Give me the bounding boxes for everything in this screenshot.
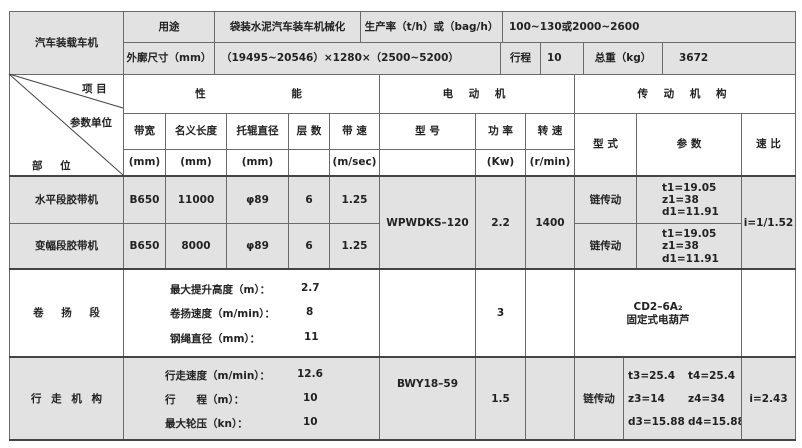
col-belt-speed: 带 速: [329, 113, 380, 150]
col-layers: 层 数: [288, 113, 330, 150]
hoist-spec-value: 8: [306, 306, 314, 318]
horizontal-roller: φ89: [226, 176, 289, 224]
row-travel-name: 行 走 机 构: [9, 357, 124, 441]
belt-motor-power: 2.2: [475, 176, 526, 270]
param: t3=25.4: [628, 370, 676, 382]
luffing-width: B650: [123, 223, 166, 270]
hoist-spec-label: 钢绳直径（mm）：: [170, 333, 261, 345]
luffing-roller: φ89: [226, 223, 289, 270]
col-rpm: 转 速: [525, 113, 575, 150]
hoist-spec-value: 11: [304, 331, 319, 343]
param: d1=11.91: [662, 206, 719, 219]
hoist-ratio: [741, 269, 796, 358]
travel-ratio: i=2.43: [741, 357, 796, 441]
divider: [9, 356, 796, 358]
performance-header: 性 能: [123, 74, 380, 114]
diag-part-label: 部 位: [32, 160, 71, 172]
param: t4=25.4: [688, 370, 736, 382]
travel-power: 1.5: [475, 357, 526, 441]
row-luffing-name: 变幅段胶带机: [9, 223, 124, 270]
param: z3=14: [628, 393, 665, 405]
param: z1=38: [662, 193, 699, 206]
travel-specs: [123, 357, 380, 441]
unit-layers: [288, 149, 330, 176]
hoist-device-model: CD2–6A₂: [633, 301, 683, 314]
unit-roller: (mm): [226, 149, 289, 176]
col-ratio: 速 比: [741, 113, 796, 176]
col-nominal-length: 名义长度: [165, 113, 227, 150]
unit-length: (mm): [165, 149, 227, 176]
luffing-length: 8000: [165, 223, 227, 270]
col-drive-type: 型 式: [574, 113, 637, 176]
luffing-speed: 1.25: [329, 223, 380, 270]
travel-rpm: [525, 357, 575, 441]
hoist-spec-label: 卷扬速度（m/min）：: [170, 308, 276, 320]
travel-spec-value: 12.6: [297, 368, 323, 380]
param: t1=19.05: [662, 181, 717, 194]
hoist-motor-model: [379, 269, 476, 358]
param: z1=38: [662, 240, 699, 253]
col-model: 型 号: [379, 113, 476, 150]
unit-model: [379, 149, 476, 176]
hoist-power: 3: [475, 269, 526, 358]
hoist-rpm: [525, 269, 575, 358]
row-horizontal-name: 水平段胶带机: [9, 176, 124, 224]
diag-unit-label: 参数单位: [70, 117, 112, 129]
horizontal-params: t1=19.05 z1=38 d1=11.91: [636, 176, 742, 224]
horizontal-speed: 1.25: [329, 176, 380, 224]
dimensions-value: （19495~20546）×1280×（2500~5200）: [214, 42, 501, 75]
travel-spec-label: 行走速度（m/min）：: [165, 370, 271, 382]
weight-label: 总重（kg）: [583, 42, 663, 75]
row-hoist-name: 卷 扬 段: [9, 269, 124, 358]
dimensions-label: 外廓尺寸（mm）: [123, 42, 215, 75]
col-params: 参 数: [636, 113, 742, 176]
travel-drive-type: 链传动: [574, 357, 624, 441]
capacity-value: 100~130或2000~2600: [502, 11, 796, 43]
unit-belt-width: (mm): [123, 149, 166, 176]
belt-motor-model: WPWDKS–120: [379, 176, 476, 270]
unit-speed: (m/sec): [329, 149, 380, 176]
hoist-device: CD2–6A₂ 固定式电葫芦: [574, 269, 742, 358]
param: d1=11.91: [662, 252, 719, 265]
transmission-header: 传 动 机 构: [574, 74, 796, 114]
hoist-specs: [123, 269, 380, 358]
horizontal-length: 11000: [165, 176, 227, 224]
param: d4=15.88: [688, 416, 745, 428]
horizontal-width: B650: [123, 176, 166, 224]
belt-motor-rpm: 1400: [525, 176, 575, 270]
hoist-spec-label: 最大提升高度（m）：: [170, 284, 271, 296]
travel-spec-label: 最大轮压（kn）：: [165, 418, 248, 430]
unit-power: (Kw): [475, 149, 526, 176]
unit-rpm: (r/min): [525, 149, 575, 176]
divider: [9, 175, 796, 177]
luffing-drive-type: 链传动: [574, 223, 637, 270]
luffing-params: t1=19.05 z1=38 d1=11.91: [636, 223, 742, 270]
horizontal-layers: 6: [288, 176, 330, 224]
hoist-spec-value: 2.7: [301, 282, 320, 294]
travel-spec-value: 10: [303, 392, 318, 404]
travel-spec-value: 10: [303, 416, 318, 428]
col-belt-width: 带宽: [123, 113, 166, 150]
divider: [9, 439, 796, 441]
usage-value: 袋装水泥汽车装车机械化: [214, 11, 361, 43]
param: d3=15.88: [628, 416, 685, 428]
divider: [9, 268, 796, 270]
hoist-device-desc: 固定式电葫芦: [626, 313, 690, 326]
motor-header: 电 动 机: [379, 74, 575, 114]
col-power: 功 率: [475, 113, 526, 150]
stroke-value: 10: [540, 42, 584, 75]
param: t1=19.05: [662, 228, 717, 241]
machine-name: 汽车装载车机: [9, 11, 124, 75]
luffing-layers: 6: [288, 223, 330, 270]
param: z4=34: [688, 393, 725, 405]
travel-motor-model: BWY18–59: [379, 357, 476, 441]
travel-spec-label: 行 程（m）：: [165, 394, 245, 406]
col-roller-diameter: 托辊直径: [226, 113, 289, 150]
belt-ratio: i=1/1.52: [741, 176, 796, 270]
horizontal-drive-type: 链传动: [574, 176, 637, 224]
diag-item-label: 项 目: [82, 83, 107, 95]
